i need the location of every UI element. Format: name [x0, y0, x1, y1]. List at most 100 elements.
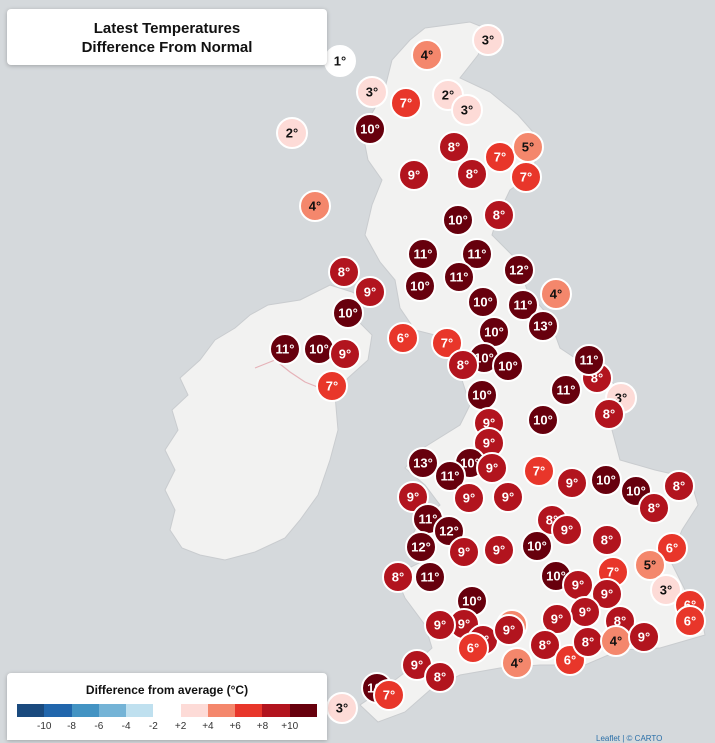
- station-marker[interactable]: 10°: [590, 464, 622, 496]
- station-marker[interactable]: 9°: [448, 536, 480, 568]
- station-marker[interactable]: 5°: [634, 549, 666, 581]
- station-marker[interactable]: 8°: [456, 158, 488, 190]
- station-marker-circle[interactable]: [457, 632, 489, 664]
- station-marker[interactable]: 3°: [356, 76, 388, 108]
- station-marker[interactable]: 12°: [405, 531, 437, 563]
- station-marker-circle[interactable]: [424, 661, 456, 693]
- station-marker[interactable]: 8°: [663, 470, 695, 502]
- station-marker-circle[interactable]: [492, 481, 524, 513]
- station-marker-circle[interactable]: [424, 609, 456, 641]
- station-marker[interactable]: 6°: [457, 632, 489, 664]
- station-marker-circle[interactable]: [329, 338, 361, 370]
- station-marker[interactable]: 8°: [447, 349, 479, 381]
- station-marker-circle[interactable]: [404, 270, 436, 302]
- station-marker[interactable]: 11°: [550, 374, 582, 406]
- station-marker[interactable]: 9°: [628, 621, 660, 653]
- station-marker-circle[interactable]: [326, 692, 358, 724]
- station-marker-circle[interactable]: [656, 532, 688, 564]
- station-marker[interactable]: 6°: [674, 605, 706, 637]
- station-marker-circle[interactable]: [354, 276, 386, 308]
- station-marker-circle[interactable]: [299, 190, 331, 222]
- station-marker-circle[interactable]: [467, 286, 499, 318]
- station-marker-circle[interactable]: [593, 398, 625, 430]
- station-marker[interactable]: 6°: [656, 532, 688, 564]
- station-marker-circle[interactable]: [540, 278, 572, 310]
- station-marker-circle[interactable]: [354, 113, 386, 145]
- station-marker[interactable]: 9°: [551, 514, 583, 546]
- station-marker[interactable]: 10°: [492, 350, 524, 382]
- station-marker[interactable]: 9°: [398, 159, 430, 191]
- station-marker[interactable]: 4°: [299, 190, 331, 222]
- station-marker-circle[interactable]: [448, 536, 480, 568]
- station-marker[interactable]: 1°: [324, 45, 356, 77]
- station-marker[interactable]: 9°: [354, 276, 386, 308]
- station-marker-circle[interactable]: [483, 199, 515, 231]
- station-marker-circle[interactable]: [447, 349, 479, 381]
- map-attribution[interactable]: Leaflet | © CARTO: [596, 734, 663, 743]
- station-marker[interactable]: 13°: [407, 447, 439, 479]
- station-marker[interactable]: 10°: [620, 475, 652, 507]
- station-marker-circle[interactable]: [493, 614, 525, 646]
- station-marker-circle[interactable]: [650, 574, 682, 606]
- station-marker[interactable]: 10°: [527, 404, 559, 436]
- station-marker[interactable]: 10°: [404, 270, 436, 302]
- station-marker[interactable]: 10°: [332, 297, 364, 329]
- station-marker[interactable]: 11°: [507, 289, 539, 321]
- station-marker[interactable]: 4°: [540, 278, 572, 310]
- station-marker-circle[interactable]: [501, 647, 533, 679]
- station-marker[interactable]: 9°: [397, 481, 429, 513]
- station-marker[interactable]: 4°: [600, 625, 632, 657]
- station-marker[interactable]: 10°: [354, 113, 386, 145]
- station-marker-circle[interactable]: [556, 467, 588, 499]
- station-marker[interactable]: 10°: [466, 379, 498, 411]
- station-marker[interactable]: 11°: [414, 561, 446, 593]
- station-marker-circle[interactable]: [663, 470, 695, 502]
- station-marker[interactable]: 8°: [593, 398, 625, 430]
- station-marker[interactable]: 7°: [510, 161, 542, 193]
- station-marker[interactable]: 11°: [407, 238, 439, 270]
- station-marker[interactable]: 9°: [591, 578, 623, 610]
- station-marker-circle[interactable]: [492, 350, 524, 382]
- station-marker-circle[interactable]: [472, 24, 504, 56]
- station-marker[interactable]: 9°: [483, 534, 515, 566]
- station-marker-circle[interactable]: [541, 603, 573, 635]
- station-marker-circle[interactable]: [634, 549, 666, 581]
- station-marker-circle[interactable]: [573, 344, 605, 376]
- station-marker-circle[interactable]: [438, 131, 470, 163]
- station-marker[interactable]: 11°: [269, 333, 301, 365]
- station-marker-circle[interactable]: [405, 531, 437, 563]
- station-marker[interactable]: 11°: [443, 261, 475, 293]
- station-marker-circle[interactable]: [590, 464, 622, 496]
- station-marker-circle[interactable]: [414, 561, 446, 593]
- station-marker[interactable]: 8°: [328, 256, 360, 288]
- station-marker-circle[interactable]: [551, 514, 583, 546]
- station-marker[interactable]: 10°: [303, 333, 335, 365]
- station-marker-circle[interactable]: [382, 561, 414, 593]
- station-marker[interactable]: 8°: [572, 626, 604, 658]
- station-marker[interactable]: 7°: [484, 141, 516, 173]
- station-marker[interactable]: 9°: [562, 569, 594, 601]
- station-marker-circle[interactable]: [456, 158, 488, 190]
- station-marker-circle[interactable]: [356, 76, 388, 108]
- station-marker-circle[interactable]: [523, 455, 555, 487]
- station-marker[interactable]: 3°: [472, 24, 504, 56]
- station-marker-circle[interactable]: [390, 87, 422, 119]
- station-marker[interactable]: 9°: [492, 481, 524, 513]
- station-marker-circle[interactable]: [484, 141, 516, 173]
- station-marker[interactable]: 10°: [467, 286, 499, 318]
- station-marker[interactable]: 8°: [438, 131, 470, 163]
- station-marker[interactable]: 3°: [451, 94, 483, 126]
- station-marker[interactable]: 3°: [326, 692, 358, 724]
- station-marker-circle[interactable]: [503, 254, 535, 286]
- station-marker[interactable]: 11°: [573, 344, 605, 376]
- station-marker-circle[interactable]: [628, 621, 660, 653]
- station-marker-circle[interactable]: [411, 39, 443, 71]
- station-marker[interactable]: 6°: [387, 322, 419, 354]
- station-marker[interactable]: 3°: [650, 574, 682, 606]
- station-marker-circle[interactable]: [443, 261, 475, 293]
- station-marker[interactable]: 10°: [521, 530, 553, 562]
- station-marker[interactable]: 9°: [453, 482, 485, 514]
- station-marker[interactable]: 9°: [556, 467, 588, 499]
- station-marker-circle[interactable]: [550, 374, 582, 406]
- station-marker-circle[interactable]: [453, 482, 485, 514]
